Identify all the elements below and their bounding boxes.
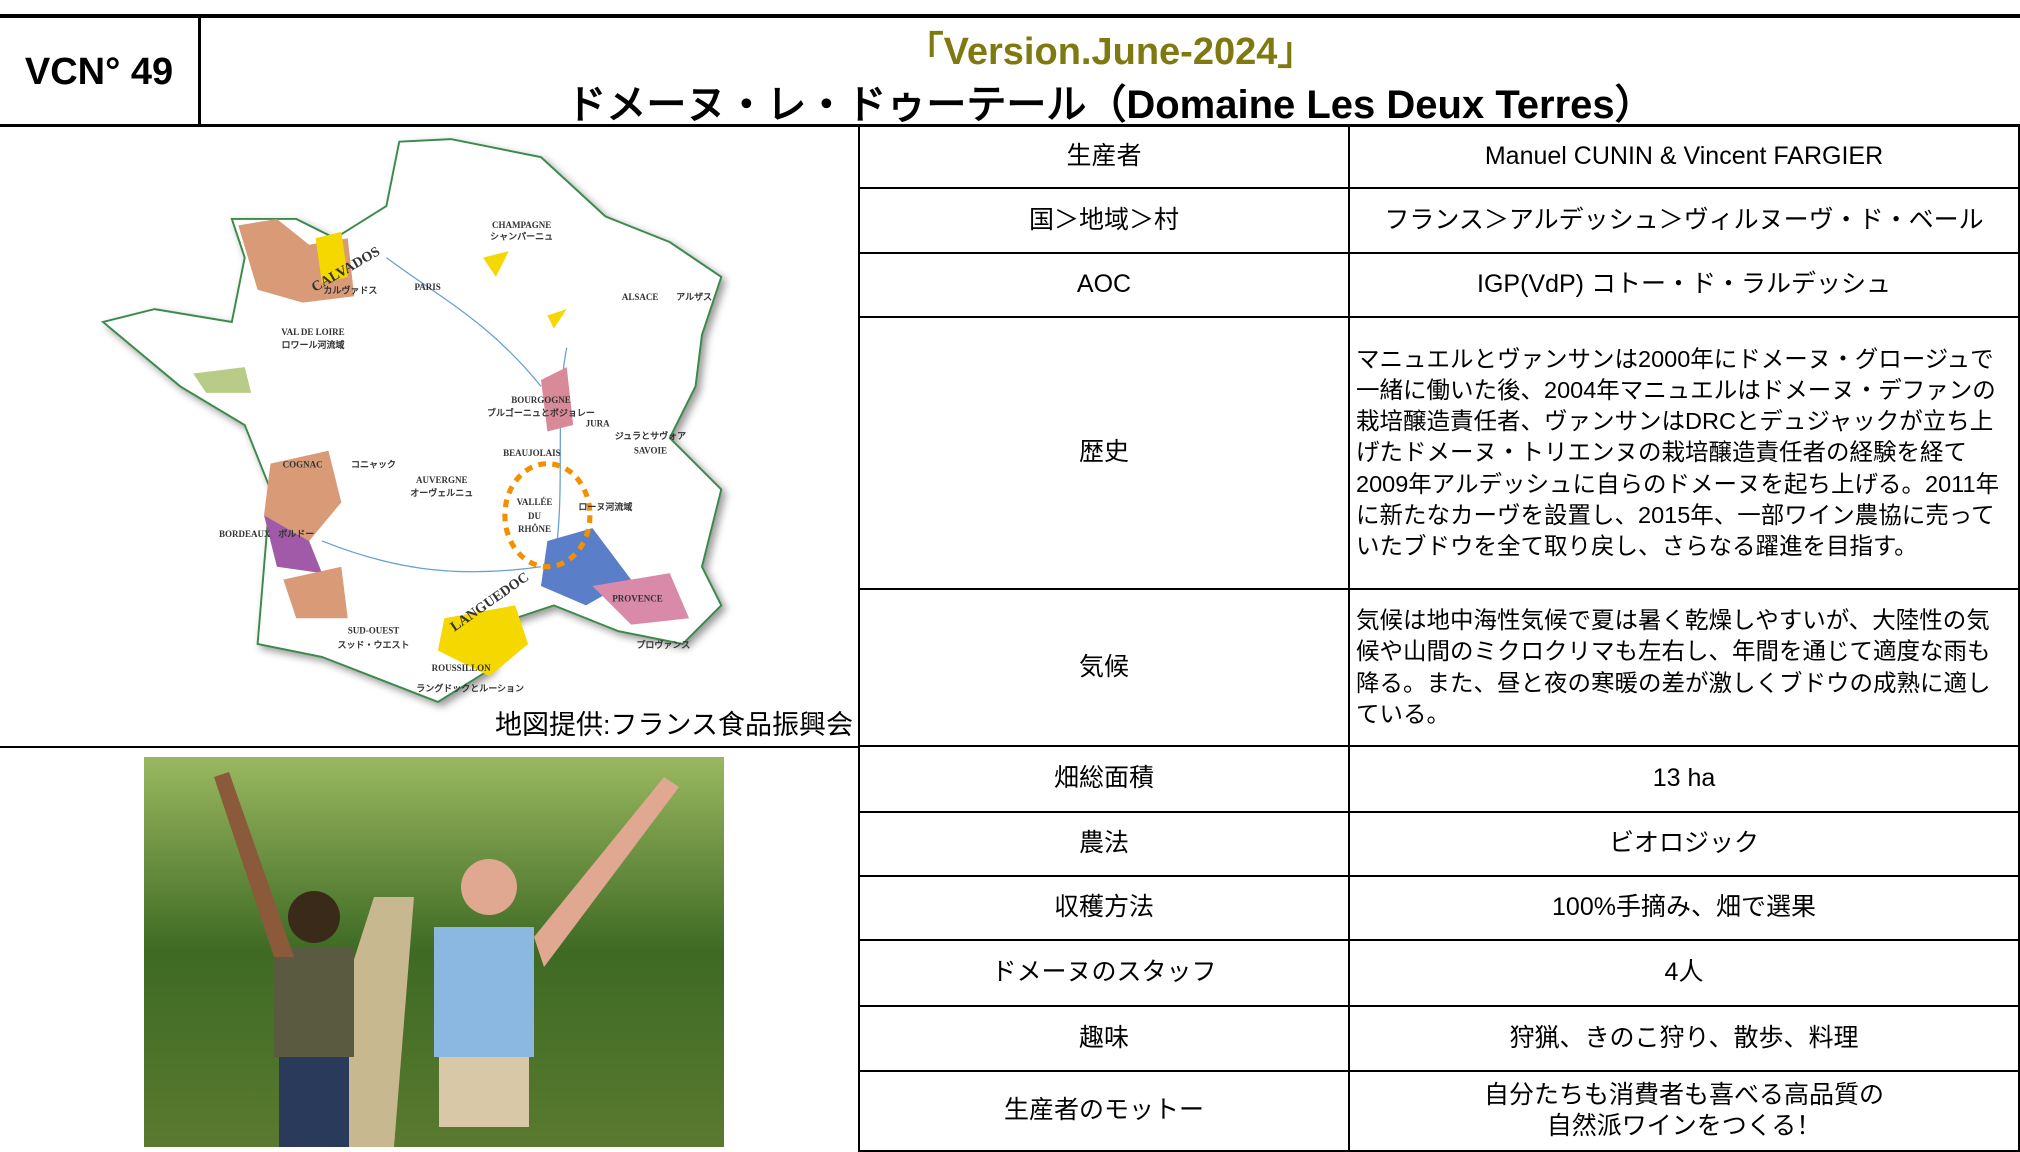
map-label: シャンパーニュ (490, 231, 553, 242)
map-label: ROUSSILLON (432, 663, 492, 673)
map-label: SAVOIE (634, 445, 667, 455)
row-label: 農法 (860, 813, 1350, 877)
map-label: JURA (586, 418, 610, 428)
row-label: 歴史 (860, 318, 1350, 590)
row-value: 狩猟、きのこ狩り、散歩、料理 (1350, 1007, 2020, 1072)
divider (198, 16, 201, 126)
map-label: RHÔNE (518, 524, 551, 534)
map-label: DU (528, 511, 541, 521)
version: 「Version.June-2024」 (905, 31, 1316, 73)
map-label: VAL DE LOIRE (281, 327, 344, 337)
row-value: Manuel CUNIN & Vincent FARGIER (1350, 126, 2020, 189)
row-label: 国＞地域＞村 (860, 189, 1350, 254)
photo (144, 757, 724, 1147)
row-label: 畑総面積 (860, 747, 1350, 813)
map-label: プロヴァンス (636, 639, 690, 650)
row-value: 13 ha (1350, 747, 2020, 813)
map-label: コニャック (351, 460, 396, 470)
row-label: 趣味 (860, 1007, 1350, 1072)
row-value: 自分たちも消費者も喜べる高品質の 自然派ワインをつくる！ (1350, 1072, 2020, 1152)
row-value: 気候は地中海性気候で夏は暑く乾燥しやすいが、大陸性の気候や山間のミクロクリマも左… (1350, 590, 2020, 747)
map-label: アルザス (676, 292, 712, 302)
map-label: ジュラとサヴォア (615, 430, 686, 441)
row-divider (0, 746, 860, 748)
row-label: 生産者 (860, 126, 1350, 189)
row-label: 気候 (860, 590, 1350, 747)
row-value: ビオロジック (1350, 813, 2020, 877)
map-label: COGNAC (283, 460, 323, 470)
map-label: オーヴェルニュ (410, 487, 473, 498)
row-value: 100%手摘み、畑で選果 (1350, 877, 2020, 941)
map-label: PROVENCE (612, 593, 663, 603)
map-label: ボルドー (278, 528, 314, 539)
map-label: カルヴァドス (323, 285, 377, 296)
map-label: ロワール河流域 (281, 339, 344, 350)
row-label: 生産者のモットー (860, 1072, 1350, 1152)
row-value: 4人 (1350, 941, 2020, 1007)
row-value: フランス＞アルデッシュ＞ヴィルヌーヴ・ド・ベール (1350, 189, 2020, 254)
row-label: AOC (860, 254, 1350, 318)
column-divider (858, 126, 860, 1152)
header (0, 14, 2020, 127)
map-label: ALSACE (622, 292, 659, 302)
map-label: BEAUJOLAIS (503, 448, 561, 458)
map-label: BORDEAUX (219, 529, 271, 539)
row-label: ドメーヌのスタッフ (860, 941, 1350, 1007)
map-label: ブルゴーニュとボジョレー (487, 407, 595, 418)
map-label: AUVERGNE (416, 475, 468, 485)
row-label: 収穫方法 (860, 877, 1350, 941)
map-label: BOURGOGNE (511, 395, 571, 405)
map-label: VALLÉE (517, 497, 553, 507)
map-label: スッド・ウエスト (338, 640, 410, 650)
map-credit: 地図提供:フランス食品振興会 (495, 710, 853, 740)
row-value: IGP(VdP) コトー・ド・ラルデッシュ (1350, 254, 2020, 318)
map-label: ローヌ河流域 (578, 501, 632, 512)
code: VCN° 49 (24, 50, 174, 93)
map-label: CHAMPAGNE (492, 220, 551, 230)
title: ドメーヌ・レ・ドゥーテール（Domaine Les Deux Terres） (566, 83, 1655, 127)
map-label: SUD-OUEST (348, 626, 400, 636)
map-label: ラングドックとルーション (416, 683, 524, 694)
row-value: マニュエルとヴァンサンは2000年にドメーヌ・グロージュで一緒に働いた後、200… (1350, 318, 2020, 590)
map-label: PARIS (414, 282, 440, 292)
